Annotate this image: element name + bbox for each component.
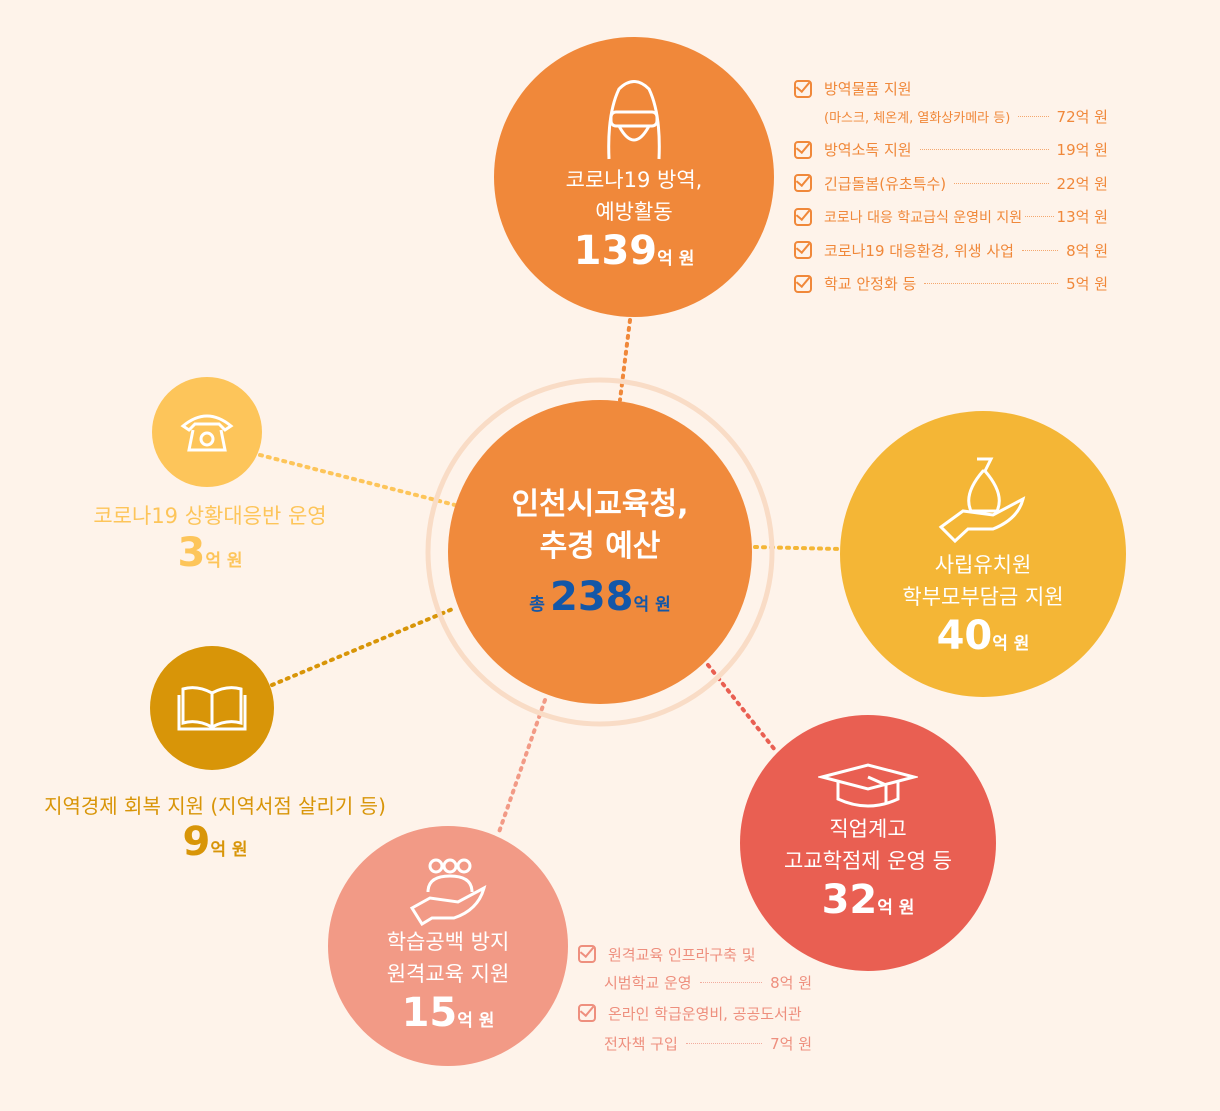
item-value: 8억 원 <box>770 973 812 992</box>
item-value: 7억 원 <box>770 1034 812 1053</box>
connector-remote <box>496 698 547 837</box>
item-label: 시범학교 운영 <box>604 973 692 992</box>
item-label: 온라인 학급운영비, 공공도서관 <box>608 1004 802 1023</box>
hotline-amount: 3 <box>177 530 206 576</box>
list-item: 시범학교 운영 8억 원 <box>578 968 812 996</box>
vocational-circle: 직업계고 고교학점제 운영 등 32억 원 <box>740 715 996 971</box>
book-icon <box>177 686 247 731</box>
item-label: 코로나19 대응환경, 위생 사업 <box>824 241 1014 260</box>
connector-economy <box>270 606 457 687</box>
item-value: 8억 원 <box>1066 241 1108 260</box>
vocational-unit: 억 원 <box>877 898 915 918</box>
checkbox-icon <box>578 945 596 963</box>
hotline-label: 코로나19 상황대응반 운영 <box>93 504 327 528</box>
item-label: 코로나 대응 학교급식 운영비 지원 <box>824 209 1023 226</box>
economy-label: 지역경제 회복 지원 (지역서점 살리기 등) <box>44 794 386 818</box>
mask-face-icon <box>607 80 661 160</box>
checkbox-icon <box>794 174 812 193</box>
covid-unit: 억 원 <box>657 249 695 269</box>
item-label: 전자책 구입 <box>604 1034 678 1053</box>
center-title-2: 추경 예산 <box>539 529 661 564</box>
item-label: 원격교육 인프라구축 및 <box>608 945 756 964</box>
center-circle: 인천시교육청, 추경 예산 총 238억 원 <box>448 400 752 704</box>
remote-circle: 학습공백 방지 원격교육 지원 15억 원 <box>328 826 568 1066</box>
connector-covid <box>618 318 632 402</box>
list-item: (마스크, 체온계, 열화상카메라 등) 72억 원 <box>794 100 1108 134</box>
kindergarten-unit: 억 원 <box>992 634 1030 654</box>
list-item: 방역소독 지원 19억 원 <box>794 133 1108 167</box>
list-item: 원격교육 인프라구축 및 <box>578 940 812 968</box>
vocational-label-2: 고교학점제 운영 등 <box>784 849 952 873</box>
hotline-circle <box>152 377 262 487</box>
telephone-icon <box>180 414 234 452</box>
list-item: 학교 안정화 등 5억 원 <box>794 267 1108 301</box>
economy-circle <box>150 646 274 770</box>
kindergarten-amount: 40 <box>936 613 993 659</box>
checkbox-icon <box>794 207 812 226</box>
hotline-text: 코로나19 상황대응반 운영 3억 원 <box>60 500 360 576</box>
checkbox-icon <box>794 79 812 98</box>
kindergarten-label-2: 학부모부담금 지원 <box>902 585 1064 609</box>
item-label: 방역소독 지원 <box>824 141 912 160</box>
covid-items-list: 방역물품 지원 (마스크, 체온계, 열화상카메라 등) 72억 원 방역소독 지… <box>794 72 1108 301</box>
checkbox-icon <box>794 140 812 159</box>
remote-items-list: 원격교육 인프라구축 및 시범학교 운영 8억 원 온라인 학급운영비, 공공도서… <box>578 940 812 1056</box>
economy-text: 지역경제 회복 지원 (지역서점 살리기 등) 9억 원 <box>20 790 410 865</box>
center-total: 238 <box>550 574 634 620</box>
item-label: 방역물품 지원 <box>824 80 912 99</box>
list-item: 코로나 대응 학교급식 운영비 지원 13억 원 <box>794 200 1108 234</box>
item-label: 학교 안정화 등 <box>824 275 917 294</box>
covid-circle: 코로나19 방역, 예방활동 139억 원 <box>494 37 774 317</box>
graduation-cap-icon <box>818 763 918 808</box>
covid-amount: 139 <box>573 228 658 274</box>
checkbox-icon <box>794 241 812 260</box>
list-item: 긴급돌봄(유초특수) 22억 원 <box>794 167 1108 201</box>
item-value: 22억 원 <box>1056 174 1108 193</box>
vocational-label-1: 직업계고 <box>829 817 907 841</box>
remote-amount: 15 <box>401 990 458 1036</box>
money-bag-hand-icon <box>938 457 1026 544</box>
item-label: 긴급돌봄(유초특수) <box>824 174 947 193</box>
connector-kindergarten <box>753 545 842 551</box>
list-item: 코로나19 대응환경, 위생 사업 8억 원 <box>794 234 1108 268</box>
covid-label-1: 코로나19 방역, <box>565 168 703 192</box>
item-value: 19억 원 <box>1056 141 1108 160</box>
remote-label-2: 원격교육 지원 <box>386 962 510 986</box>
connector-hotline <box>258 453 457 507</box>
economy-amount: 9 <box>182 819 211 865</box>
checkbox-icon <box>578 1004 596 1022</box>
kindergarten-label-1: 사립유치원 <box>934 553 1032 577</box>
list-item: 전자책 구입 7억 원 <box>578 1030 812 1056</box>
remote-label-1: 학습공백 방지 <box>386 930 510 954</box>
center-unit: 억 원 <box>633 595 671 615</box>
item-value: 5억 원 <box>1066 275 1108 294</box>
item-value: 13억 원 <box>1056 208 1108 227</box>
item-value: 72억 원 <box>1056 107 1108 126</box>
list-item: 방역물품 지원 <box>794 72 1108 106</box>
center-ring <box>425 377 775 727</box>
center-title-1: 인천시교육청, <box>511 487 689 522</box>
covid-label-2: 예방활동 <box>595 200 673 224</box>
people-hand-icon <box>409 858 487 926</box>
center-total-prefix: 총 <box>529 595 545 615</box>
checkbox-icon <box>794 274 812 293</box>
list-item: 온라인 학급운영비, 공공도서관 <box>578 996 812 1030</box>
item-sub: (마스크, 체온계, 열화상카메라 등) <box>824 110 1011 126</box>
kindergarten-circle: 사립유치원 학부모부담금 지원 40억 원 <box>840 411 1126 697</box>
vocational-amount: 32 <box>821 877 878 923</box>
economy-unit: 억 원 <box>210 840 248 860</box>
hotline-unit: 억 원 <box>205 551 243 571</box>
remote-unit: 억 원 <box>457 1011 495 1031</box>
